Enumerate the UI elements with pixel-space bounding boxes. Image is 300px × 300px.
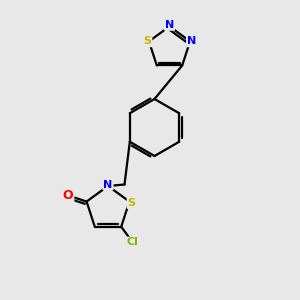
Text: S: S — [143, 36, 152, 46]
Text: Cl: Cl — [127, 238, 139, 248]
Text: O: O — [63, 189, 74, 202]
Text: N: N — [165, 20, 174, 30]
Text: N: N — [103, 179, 112, 190]
Text: N: N — [187, 36, 196, 46]
Text: S: S — [128, 198, 136, 208]
